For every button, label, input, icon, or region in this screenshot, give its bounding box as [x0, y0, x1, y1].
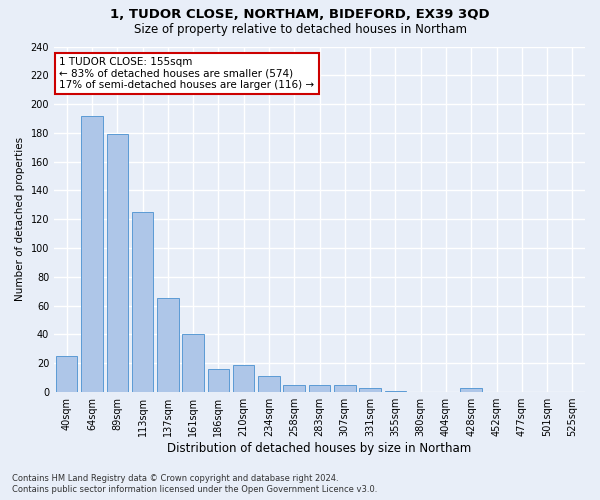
- Bar: [258, 376, 280, 392]
- Y-axis label: Number of detached properties: Number of detached properties: [15, 137, 25, 302]
- Bar: [460, 388, 482, 392]
- Bar: [182, 334, 204, 392]
- Text: Size of property relative to detached houses in Northam: Size of property relative to detached ho…: [133, 22, 467, 36]
- Bar: [56, 356, 77, 392]
- Bar: [359, 388, 381, 392]
- Bar: [107, 134, 128, 392]
- Bar: [283, 385, 305, 392]
- Bar: [334, 385, 356, 392]
- Bar: [132, 212, 153, 392]
- Bar: [309, 385, 330, 392]
- Text: 1 TUDOR CLOSE: 155sqm
← 83% of detached houses are smaller (574)
17% of semi-det: 1 TUDOR CLOSE: 155sqm ← 83% of detached …: [59, 57, 314, 90]
- Text: Contains HM Land Registry data © Crown copyright and database right 2024.
Contai: Contains HM Land Registry data © Crown c…: [12, 474, 377, 494]
- Bar: [385, 390, 406, 392]
- Text: 1, TUDOR CLOSE, NORTHAM, BIDEFORD, EX39 3QD: 1, TUDOR CLOSE, NORTHAM, BIDEFORD, EX39 …: [110, 8, 490, 20]
- Bar: [233, 364, 254, 392]
- X-axis label: Distribution of detached houses by size in Northam: Distribution of detached houses by size …: [167, 442, 472, 455]
- Bar: [81, 116, 103, 392]
- Bar: [157, 298, 179, 392]
- Bar: [208, 369, 229, 392]
